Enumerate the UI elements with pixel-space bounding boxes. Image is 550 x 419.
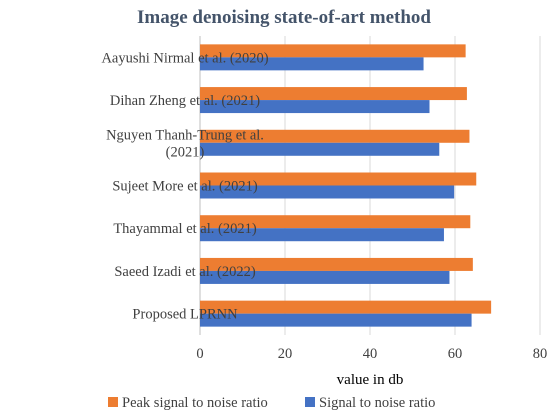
bar [200, 313, 472, 327]
bar [200, 44, 466, 58]
legend-swatch [108, 397, 118, 407]
legend-label: Signal to noise ratio [319, 395, 435, 411]
x-tick-label: 80 [533, 346, 548, 362]
bar [200, 228, 444, 242]
category-label: Thayammal et al. (2021) [113, 221, 257, 237]
bar [200, 129, 470, 143]
category-label: Sujeet More et al. (2021) [112, 179, 258, 195]
x-tick-labels: 0 20 40 60 80 [196, 346, 547, 362]
bar [200, 185, 455, 199]
bar [200, 100, 430, 114]
bar [200, 257, 473, 271]
category-label: Saeed Izadi et al. (2022) [114, 264, 255, 280]
category-labels: Aayushi Nirmal et al. (2020) Dihan Zheng … [101, 50, 268, 322]
bars [200, 44, 492, 327]
x-tick-label: 20 [278, 346, 293, 362]
category-label: Aayushi Nirmal et al. (2020) [101, 50, 268, 66]
legend-swatch [305, 397, 315, 407]
legend: Peak signal to noise ratio Signal to nois… [108, 395, 435, 411]
chart-title: Image denoising state-of-art method [137, 7, 431, 28]
bar [200, 215, 471, 229]
category-label: Proposed LPRNN [132, 307, 238, 323]
bar [200, 87, 467, 101]
legend-label: Peak signal to noise ratio [122, 395, 268, 411]
x-tick-label: 0 [196, 346, 203, 362]
category-label: Nguyen Thanh-Trung et al. [106, 127, 264, 143]
category-label: Dihan Zheng et al. (2021) [110, 93, 260, 109]
bar [200, 300, 492, 314]
bar [200, 270, 450, 284]
bar [200, 142, 440, 156]
x-tick-label: 40 [363, 346, 378, 362]
x-tick-label: 60 [448, 346, 463, 362]
x-axis-title: value in db [337, 372, 404, 388]
category-label: (2021) [166, 144, 205, 160]
bar [200, 172, 477, 186]
bar [200, 57, 424, 71]
